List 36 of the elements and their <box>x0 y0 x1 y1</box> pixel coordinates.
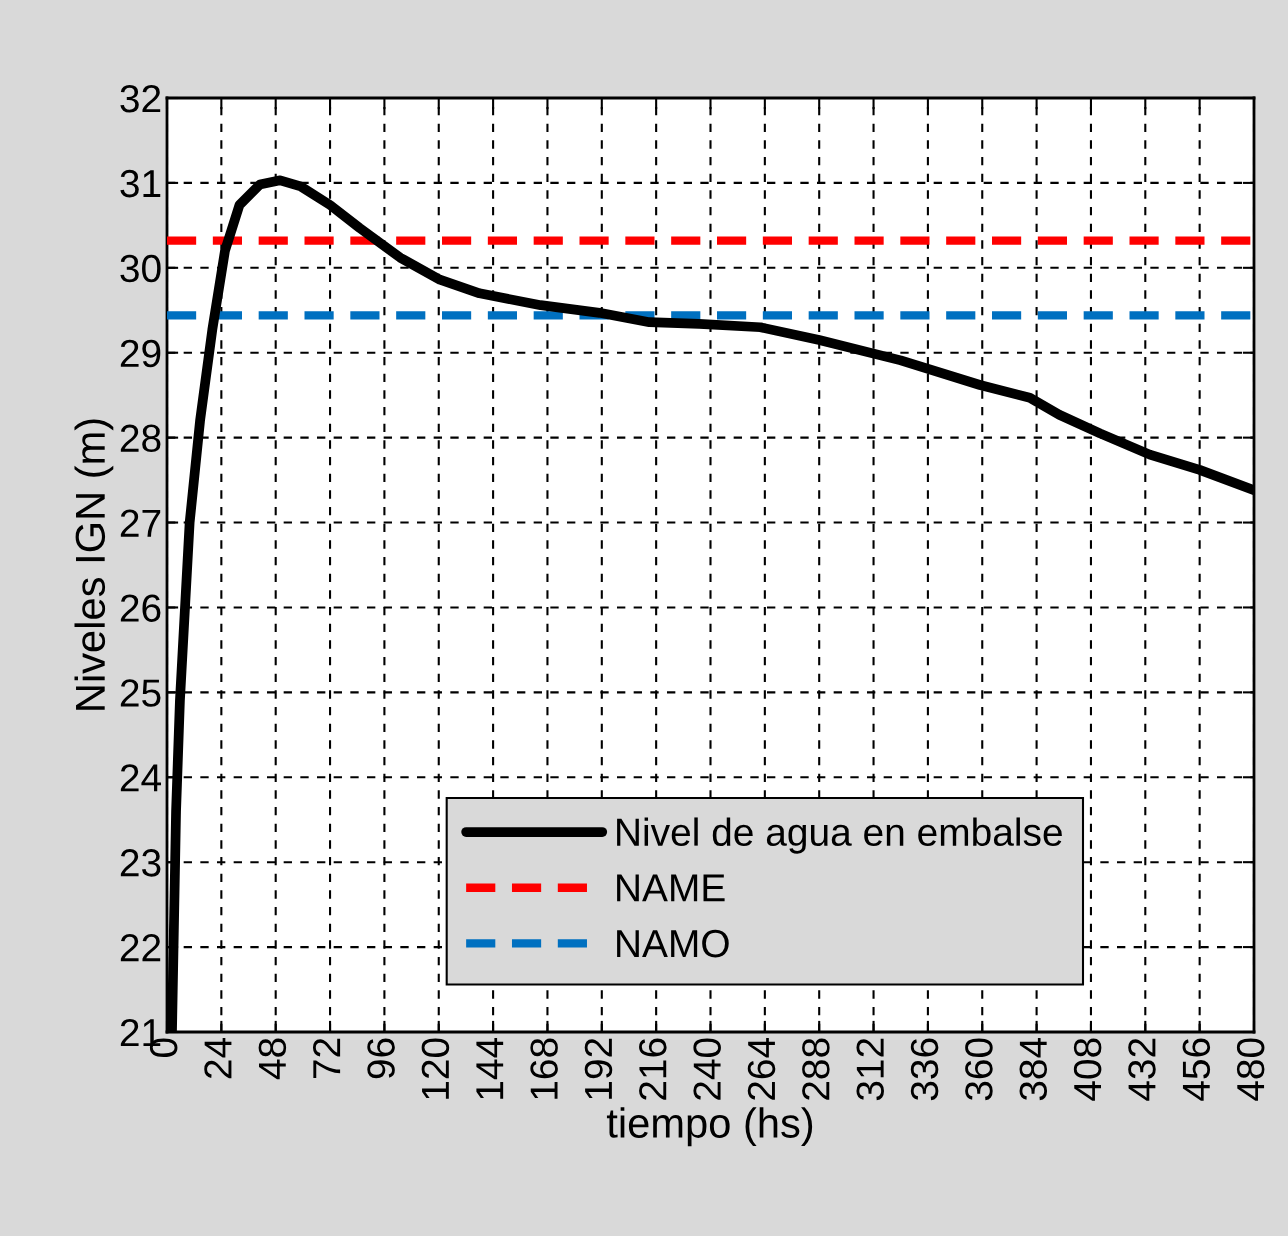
x-axis-title: tiempo (hs) <box>606 1107 813 1147</box>
y-tick-label: 24 <box>120 764 161 792</box>
x-tick-label: 96 <box>367 1038 395 1079</box>
y-axis-title: Niveles IGN (m) <box>74 419 114 710</box>
x-tick-label: 168 <box>530 1038 558 1099</box>
x-tick-label: 384 <box>1019 1037 1048 1101</box>
y-tick-label: 29 <box>120 339 161 368</box>
x-tick-label: 120 <box>421 1038 450 1099</box>
x-tick-label: 336 <box>910 1038 939 1101</box>
x-tick-label: 480 <box>1236 1038 1265 1101</box>
y-tick-label: 26 <box>120 594 161 622</box>
legend-label: NAMO <box>617 929 729 958</box>
y-tick-label: 25 <box>120 679 161 707</box>
x-tick-label: 408 <box>1073 1038 1102 1101</box>
legend-label: NAME <box>617 874 725 902</box>
x-tick-label: 144 <box>476 1037 504 1099</box>
x-tick-label: 288 <box>802 1038 830 1100</box>
x-tick-label: 72 <box>312 1038 341 1079</box>
x-tick-label: 216 <box>639 1038 667 1100</box>
legend-label: Nivel de agua en embalse <box>617 817 1062 854</box>
x-tick-label: 360 <box>965 1038 993 1101</box>
x-tick-label: 240 <box>693 1038 721 1100</box>
y-tick-label: 30 <box>120 254 161 283</box>
y-tick-label: 22 <box>120 934 161 962</box>
x-tick-label: 432 <box>1128 1038 1156 1101</box>
y-tick-label: 27 <box>120 509 161 537</box>
y-tick-label: 23 <box>120 849 161 877</box>
x-tick-label: 264 <box>747 1037 776 1100</box>
y-tick-label: 32 <box>120 84 161 113</box>
y-tick-label: 28 <box>120 424 161 453</box>
x-tick-label: 312 <box>856 1038 884 1101</box>
y-tick-label: 31 <box>120 169 161 198</box>
x-tick-label: 24 <box>204 1038 232 1079</box>
x-tick-label: 192 <box>584 1038 613 1099</box>
x-tick-label: 48 <box>258 1038 287 1080</box>
x-tick-label: 456 <box>1182 1038 1211 1101</box>
